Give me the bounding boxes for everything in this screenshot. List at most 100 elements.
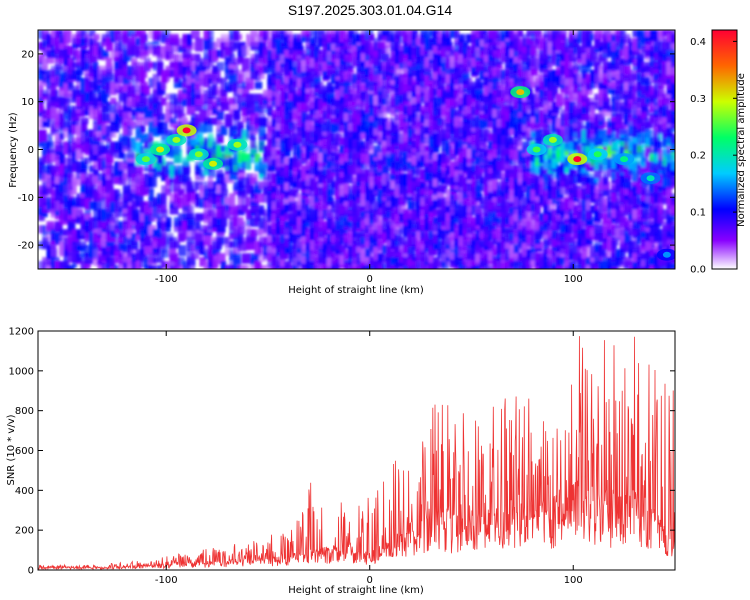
- spectrogram-cell: [139, 173, 146, 186]
- spectrogram-cell: [152, 30, 161, 40]
- spectrogram-cell: [377, 57, 386, 72]
- spectrogram-cell: [42, 181, 48, 194]
- spectrogram-cell: [267, 225, 274, 236]
- spectrogram-cell: [212, 189, 221, 200]
- spectrogram-cell: [373, 165, 382, 172]
- spectrogram-cell: [335, 73, 344, 81]
- spectrogram-cell: [161, 249, 170, 258]
- spectrogram-cell: [199, 141, 207, 150]
- spectrogram-cell: [207, 165, 216, 178]
- spectrogram-cell: [84, 57, 90, 70]
- spectrogram-cell: [509, 213, 516, 226]
- spectrogram-cell: [38, 225, 45, 234]
- spectrogram-cell: [263, 117, 269, 128]
- spectrogram-cell: [399, 113, 407, 128]
- spectrogram-cell: [331, 181, 337, 189]
- spectrogram-cell: [135, 209, 144, 218]
- spectrogram-cell: [127, 253, 135, 265]
- spectrogram-cell: [89, 105, 96, 114]
- spectrogram-cell: [454, 193, 463, 200]
- spectrogram-cell: [343, 233, 351, 243]
- spectrogram-cell: [564, 109, 572, 116]
- spectrogram-cell: [127, 149, 135, 159]
- spectrogram-cell: [335, 225, 342, 239]
- spectrogram-cell: [420, 177, 426, 189]
- spectrogram-cell: [462, 141, 468, 148]
- spectrogram-cell: [458, 257, 465, 265]
- spectrogram-cell: [318, 169, 325, 184]
- spectrogram-cell: [331, 69, 338, 84]
- spectrogram-cell: [144, 221, 151, 235]
- spectrogram-cell: [564, 149, 571, 156]
- spectrogram-cell: [539, 213, 547, 222]
- spectrogram-cell: [369, 41, 377, 56]
- spectrogram-cell: [199, 241, 205, 255]
- spectrogram-cell: [534, 105, 545, 114]
- spectrogram-cell: [105, 205, 112, 219]
- spectrogram-cell: [556, 53, 565, 64]
- spectrogram-cell: [564, 161, 571, 174]
- spectrogram-cell: [250, 53, 258, 68]
- spectrogram-cell: [127, 237, 135, 249]
- spectrogram-cell: [513, 205, 521, 214]
- spectrogram-cell: [127, 41, 134, 56]
- spectrogram-cell: [280, 201, 288, 210]
- spectrogram-cell: [432, 30, 440, 39]
- spectrogram-cell: [284, 45, 293, 58]
- spectrogram-cell: [556, 93, 563, 107]
- spectrogram-cell: [551, 169, 558, 179]
- spectrogram-cell: [488, 261, 494, 268]
- spectrogram-cell: [305, 117, 313, 132]
- spectrogram-cell: [55, 133, 62, 140]
- spectrogram-cell: [76, 137, 83, 150]
- spectrogram-cell: [449, 30, 459, 39]
- spectrogram-cell: [539, 165, 545, 179]
- spectrogram-cell: [118, 201, 126, 213]
- spectrogram-cell: [382, 85, 390, 98]
- spectrogram-cell: [212, 49, 219, 61]
- spectrogram-cell: [326, 241, 332, 255]
- spectrogram-cell: [343, 65, 352, 78]
- spectrogram-cell: [352, 30, 359, 44]
- spectrogram-cell: [500, 85, 509, 98]
- spectrogram-cell: [229, 81, 237, 92]
- spectrogram-cell: [216, 101, 223, 112]
- spectrogram-cell: [229, 241, 235, 248]
- spectrogram-cell: [76, 69, 82, 82]
- spectrogram-cell: [101, 73, 108, 86]
- spectrogram-cell: [445, 233, 452, 245]
- spectrogram-cell: [505, 229, 514, 243]
- spectrogram-cell: [326, 157, 334, 169]
- spectrogram-cell: [462, 193, 471, 205]
- spectrogram-cell: [530, 205, 537, 217]
- spectrogram-cell: [190, 93, 198, 106]
- spectrogram-cell: [305, 229, 314, 243]
- spectrogram-cell: [173, 217, 181, 227]
- spectrogram-cell: [72, 249, 80, 263]
- spectrogram-cell: [568, 165, 575, 177]
- spectrogram-cell: [301, 30, 310, 37]
- spectrogram-cell: [496, 85, 502, 98]
- spectrogram-cell: [539, 129, 548, 143]
- spectrogram-cell: [432, 173, 440, 187]
- spectrogram-cell: [390, 145, 399, 154]
- spectrogram-cell: [297, 201, 306, 210]
- spectrogram-cell: [437, 38, 443, 51]
- spectrogram-cell: [224, 38, 233, 47]
- spectrogram-cell: [479, 53, 487, 65]
- spectrogram-cell: [284, 185, 290, 198]
- spectrogram-cell: [416, 125, 422, 135]
- spectrogram-cell: [432, 157, 440, 169]
- spectrogram-cell: [500, 30, 508, 42]
- spectrogram-cell: [517, 169, 526, 183]
- spectrogram-cell: [454, 125, 460, 138]
- spectrogram-cell: [526, 229, 534, 243]
- spectrogram-cell: [55, 109, 62, 123]
- spectrogram-cell: [42, 237, 49, 250]
- spectrogram-cell: [241, 205, 249, 212]
- spectrogram-cell: [199, 197, 206, 208]
- spectrogram-cell: [55, 233, 63, 245]
- spectrogram-cell: [105, 77, 112, 90]
- spectrogram-cell: [72, 229, 79, 242]
- spectrogram-cell: [42, 141, 50, 156]
